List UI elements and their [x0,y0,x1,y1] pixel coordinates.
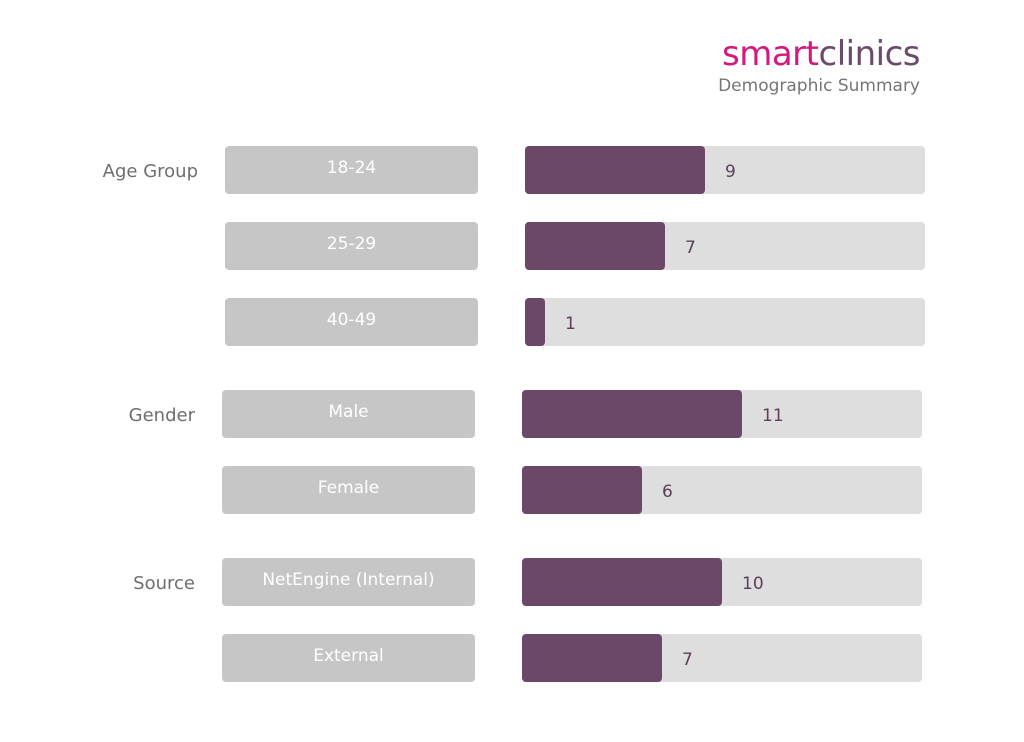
page-subtitle: Demographic Summary [718,76,920,96]
category-label: 40-49 [225,298,478,346]
group-label: Gender [128,405,195,426]
group-label: Source [133,573,195,594]
bar-track: 7 [522,634,922,682]
category-label: External [222,634,475,682]
logo: smartclinics [718,34,920,74]
bar-value-label: 7 [685,238,696,258]
category-label: 25-29 [225,222,478,270]
logo-part-smart: smart [722,34,819,74]
bar-track: 10 [522,558,922,606]
bar-value-label: 7 [682,650,693,670]
group-label: Age Group [102,161,198,182]
category-label: Female [222,466,475,514]
logo-part-clinics: clinics [818,34,921,74]
bar-value-label: 11 [762,406,784,426]
bar [522,634,662,682]
bar [522,390,742,438]
bar [525,222,665,270]
bar-track: 9 [525,146,925,194]
bar-track: 11 [522,390,922,438]
bar-track: 1 [525,298,925,346]
category-label: Male [222,390,475,438]
bar-value-label: 1 [565,314,576,334]
category-label: 18-24 [225,146,478,194]
bar [525,146,705,194]
bar [522,466,642,514]
brand-header: smartclinics Demographic Summary [718,34,920,96]
bar-value-label: 10 [742,574,764,594]
bar-track: 7 [525,222,925,270]
bar-value-label: 6 [662,482,673,502]
bar-value-label: 9 [725,162,736,182]
bar [525,298,545,346]
category-label: NetEngine (Internal) [222,558,475,606]
bar-track: 6 [522,466,922,514]
bar [522,558,722,606]
